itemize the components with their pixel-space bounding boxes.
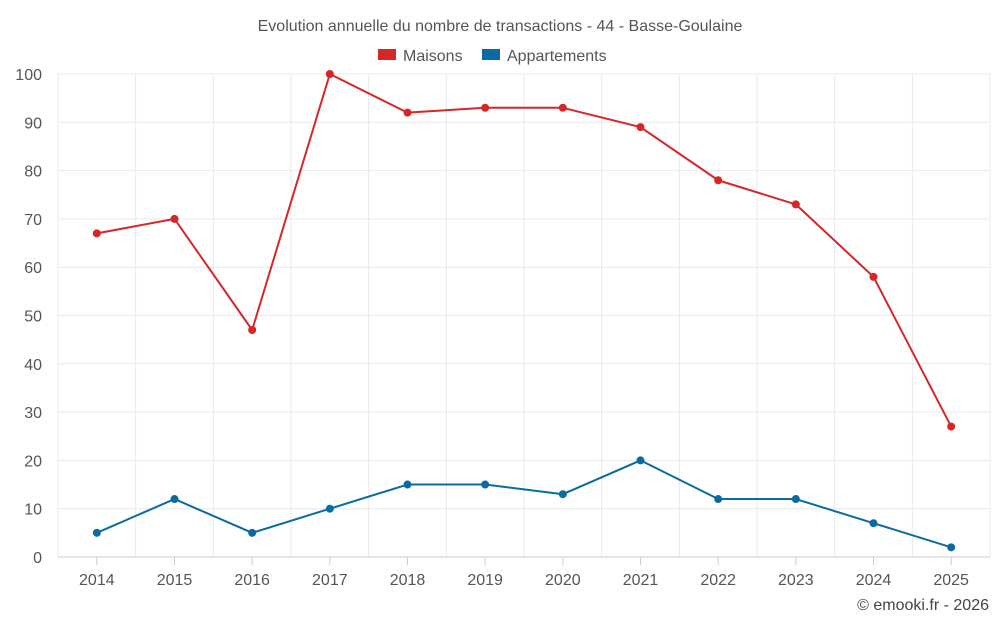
data-point-maisons-2019[interactable]: Maisons 2019: 93 <box>481 103 490 112</box>
data-point-appartements-2025[interactable]: Appartements 2025: 2 <box>947 543 956 552</box>
data-point-appartements-2020[interactable]: Appartements 2020: 13 <box>558 490 567 499</box>
series: Maisons 2014: 67 Maisons 2015: 70 Maisons … <box>92 70 956 552</box>
y-tick-label: 0 <box>33 550 42 567</box>
y-tick-label: 80 <box>24 164 42 181</box>
series-line-appartements <box>96 459 952 549</box>
y-tick-label: 70 <box>24 212 42 229</box>
data-point-appartements-2023[interactable]: Appartements 2023: 12 <box>791 495 800 504</box>
data-point-appartements-2022[interactable]: Appartements 2022: 12 <box>714 495 723 504</box>
legend-swatch-maisons <box>378 49 396 60</box>
series-maisons: Maisons 2014: 67 Maisons 2015: 70 Maisons … <box>92 70 956 431</box>
grid <box>57 73 991 557</box>
credit-text: © emooki.fr - 2026 <box>857 597 989 614</box>
data-point-maisons-2024[interactable]: Maisons 2024: 58 <box>869 272 878 281</box>
x-tick-label: 2014 <box>79 572 115 589</box>
axes: 0 10 20 30 40 50 60 70 80 90 100 2014 2015 2016 2017 20… <box>15 67 990 589</box>
data-point-appartements-2018[interactable]: Appartements 2018: 15 <box>403 480 412 489</box>
legend-label-appartements[interactable]: Appartements <box>507 48 607 65</box>
y-tick-label: 90 <box>24 115 42 132</box>
data-point-maisons-2020[interactable]: Maisons 2020: 93 <box>558 103 567 112</box>
data-point-appartements-2019[interactable]: Appartements 2019: 15 <box>481 480 490 489</box>
x-tick-label: 2024 <box>856 572 892 589</box>
data-point-maisons-2018[interactable]: Maisons 2018: 92 <box>403 108 412 117</box>
legend: Maisons Appartements <box>378 48 607 65</box>
y-tick-label: 30 <box>24 405 42 422</box>
x-tick-label: 2021 <box>623 572 659 589</box>
x-tick-label: 2017 <box>312 572 348 589</box>
series-appartements: Appartements 2014: 5 Appartements 2015: 1… <box>92 456 956 552</box>
x-tick-label: 2015 <box>157 572 193 589</box>
data-point-maisons-2022[interactable]: Maisons 2022: 78 <box>714 176 723 185</box>
data-point-appartements-2014[interactable]: Appartements 2014: 5 <box>92 528 101 537</box>
data-point-appartements-2015[interactable]: Appartements 2015: 12 <box>170 495 179 504</box>
data-point-maisons-2014[interactable]: Maisons 2014: 67 <box>92 229 101 238</box>
y-tick-label: 10 <box>24 502 42 519</box>
x-tick-label: 2018 <box>390 572 426 589</box>
x-tick-label: 2020 <box>545 572 581 589</box>
data-point-maisons-2017[interactable]: Maisons 2017: 100 <box>325 70 334 78</box>
y-tick-label: 100 <box>15 67 42 84</box>
y-tick-label: 40 <box>24 357 42 374</box>
data-point-maisons-2015[interactable]: Maisons 2015: 70 <box>170 214 179 223</box>
data-point-appartements-2021[interactable]: Appartements 2021: 20 <box>636 456 645 465</box>
y-tick-label: 60 <box>24 260 42 277</box>
y-tick-label: 20 <box>24 453 42 470</box>
chart-title: Evolution annuelle du nombre de transact… <box>258 18 743 35</box>
data-point-appartements-2016[interactable]: Appartements 2016: 5 <box>248 528 257 537</box>
data-point-maisons-2021[interactable]: Maisons 2021: 89 <box>636 123 645 132</box>
data-point-maisons-2023[interactable]: Maisons 2023: 73 <box>791 200 800 209</box>
data-point-appartements-2017[interactable]: Appartements 2017: 10 <box>325 504 334 513</box>
x-tick-label: 2019 <box>467 572 503 589</box>
y-tick-label: 50 <box>24 309 42 326</box>
series-line-maisons <box>96 73 953 428</box>
legend-swatch-appartements <box>482 49 500 60</box>
data-point-maisons-2016[interactable]: Maisons 2016: 47 <box>248 325 257 334</box>
x-tick-label: 2016 <box>234 572 270 589</box>
data-point-maisons-2025[interactable]: Maisons 2025: 27 <box>947 422 956 431</box>
x-tick-label: 2022 <box>700 572 736 589</box>
data-point-appartements-2024[interactable]: Appartements 2024: 7 <box>869 519 878 528</box>
x-tick-label: 2025 <box>933 572 969 589</box>
x-tick-label: 2023 <box>778 572 814 589</box>
legend-label-maisons[interactable]: Maisons <box>403 48 463 65</box>
